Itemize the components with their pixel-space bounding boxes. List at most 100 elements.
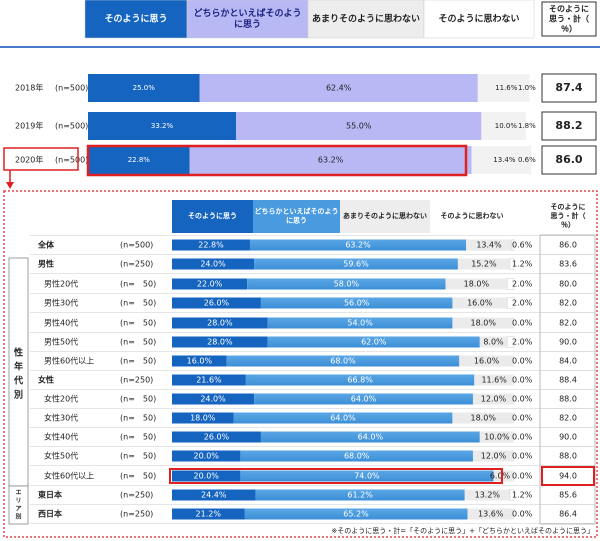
bar-segment (464, 489, 510, 501)
data-label: 16.0% (467, 299, 493, 308)
data-label: 13.4% (476, 241, 502, 250)
bar-segment (172, 239, 250, 251)
bar-segment (471, 146, 532, 174)
side-label-area-char: リ (15, 498, 21, 505)
data-label: 13.2% (475, 491, 501, 500)
data-label: 0.6% (512, 241, 533, 250)
data-label: 59.6% (343, 260, 369, 269)
total-value: 82.0 (559, 414, 577, 423)
bar-segment (511, 239, 515, 251)
data-label: 0.0% (512, 319, 533, 328)
bar-segment (506, 336, 515, 348)
data-label: 0.0% (512, 357, 533, 366)
side-label-area-char: 別 (14, 513, 21, 521)
bar-segment (509, 489, 515, 501)
data-label: 18.0% (471, 414, 497, 423)
category-label: 女性50代 (44, 451, 78, 461)
bar-segment (457, 258, 510, 270)
sample-size-label: (n= 50) (120, 299, 156, 308)
bar-segment (245, 374, 475, 386)
total-value: 86.4 (559, 510, 577, 519)
total-value: 88.2 (555, 119, 582, 132)
sample-size-label: (n=500) (55, 122, 88, 131)
bar-segment (88, 112, 237, 140)
legend2-not-much-label-line: あまりそのように思わない (343, 211, 427, 220)
legend2-not-at-all-box (430, 200, 514, 233)
data-label: 22.0% (197, 280, 223, 289)
data-label: 22.8% (128, 156, 151, 164)
data-label: 11.6% (495, 84, 518, 92)
total-value: 90.0 (559, 338, 577, 347)
bar-segment (529, 74, 534, 102)
data-label: 22.8% (198, 241, 224, 250)
category-label: 女性40代 (44, 432, 78, 442)
bar-segment (472, 450, 514, 462)
bar-segment (88, 146, 190, 174)
data-label: 24.4% (201, 491, 227, 500)
bar-segment (172, 508, 245, 520)
sample-size-label: (n= 50) (120, 452, 156, 461)
category-label: 男性30代 (44, 298, 78, 308)
side-label-area-char: エ (15, 490, 21, 497)
year-label: 2019年 (15, 121, 43, 131)
total-value: 86.0 (559, 241, 577, 250)
highlight-bar (86, 144, 468, 177)
bar-segment (172, 450, 241, 462)
bar-segment (240, 450, 473, 462)
bar-segment (472, 393, 514, 405)
data-label: 21.2% (196, 510, 222, 519)
data-label: 12.0% (481, 395, 507, 404)
bar-segment (506, 297, 515, 309)
data-label: 18.0% (190, 414, 216, 423)
data-label: 1.0% (518, 84, 536, 92)
sample-size-label: (n=500) (120, 241, 153, 250)
category-label: 男性20代 (44, 279, 78, 289)
total-box (541, 111, 597, 141)
data-label: 13.6% (478, 510, 504, 519)
bar-segment (254, 393, 473, 405)
top-total-header-line: 思う・計（ (549, 14, 589, 24)
data-label: 61.2% (347, 491, 373, 500)
sample-size-label: (n= 50) (120, 414, 156, 423)
bar-segment (481, 112, 526, 140)
data-label: 58.0% (334, 280, 360, 289)
data-label: 0.6% (518, 156, 536, 164)
data-label: 13.4% (493, 156, 516, 164)
bar-segment (249, 239, 467, 251)
bar-segment (189, 146, 472, 174)
data-label: 1.8% (518, 122, 536, 130)
data-label: 15.2% (471, 260, 497, 269)
total-value: 94.0 (559, 472, 577, 481)
top-total-header-line: そのように (549, 5, 589, 14)
bar-segment (172, 431, 261, 443)
data-label: 68.0% (344, 452, 370, 461)
legend-not-at-all-box (423, 0, 535, 39)
legend2-strongly-box (172, 200, 253, 233)
data-label: 2.0% (512, 299, 533, 308)
data-label: 25.0% (133, 84, 156, 92)
category-label: 女性60代以上 (44, 471, 94, 481)
bar-segment (479, 431, 514, 443)
bar-segment (531, 146, 534, 174)
legend2-somewhat-label-line: どちらかといえばそのよう (255, 207, 339, 216)
total-value: 82.0 (559, 299, 577, 308)
bar-segment (172, 412, 234, 424)
data-label: 10.0% (495, 122, 518, 130)
data-label: 18.0% (471, 319, 497, 328)
sample-size-label: (n=250) (120, 376, 153, 385)
side-label-gender-age-char: 別 (13, 389, 23, 401)
legend-somewhat-label-line: に思う (234, 19, 261, 30)
legend-somewhat-box (186, 0, 309, 39)
bar-segment (479, 336, 508, 348)
legend2-not-at-all-label: そのように思わない (441, 211, 504, 220)
legend2-somewhat-box (253, 200, 340, 233)
data-label: 28.0% (207, 319, 233, 328)
data-label: 12.0% (481, 452, 507, 461)
data-label: 55.0% (346, 122, 372, 131)
category-label: 男性 (38, 259, 54, 269)
bar-segment (172, 297, 261, 309)
data-label: 33.2% (151, 122, 174, 130)
bar-segment (525, 112, 534, 140)
data-label: 56.0% (344, 299, 370, 308)
bar-segment (467, 508, 514, 520)
